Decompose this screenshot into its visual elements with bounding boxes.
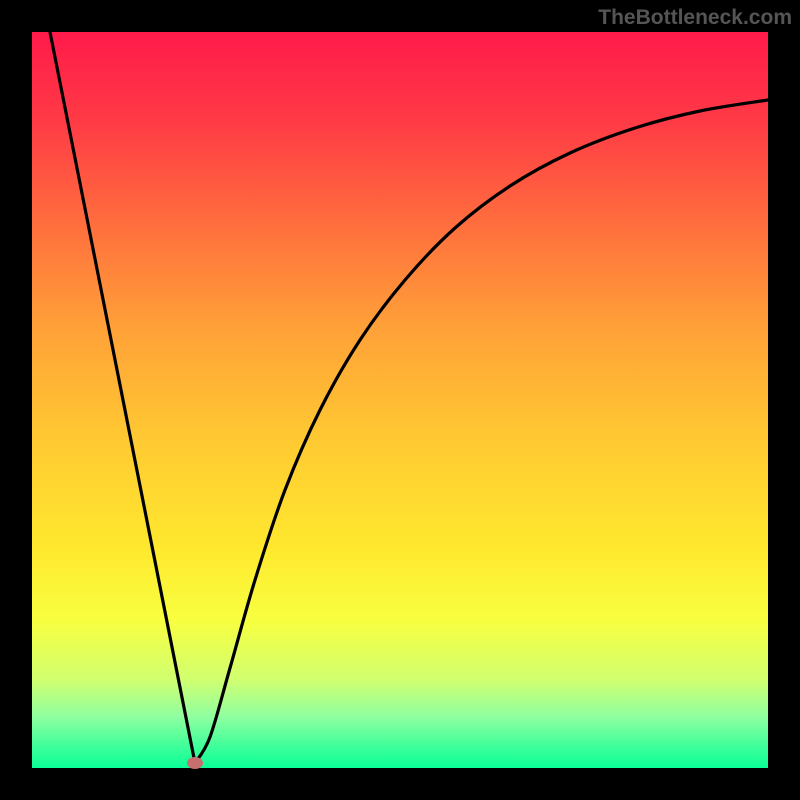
bottleneck-curve xyxy=(50,32,768,763)
watermark-text: TheBottleneck.com xyxy=(598,6,792,30)
curve-overlay xyxy=(32,32,768,768)
plot-area xyxy=(32,32,768,768)
chart-container: TheBottleneck.com xyxy=(0,0,800,800)
optimum-marker xyxy=(187,757,203,769)
